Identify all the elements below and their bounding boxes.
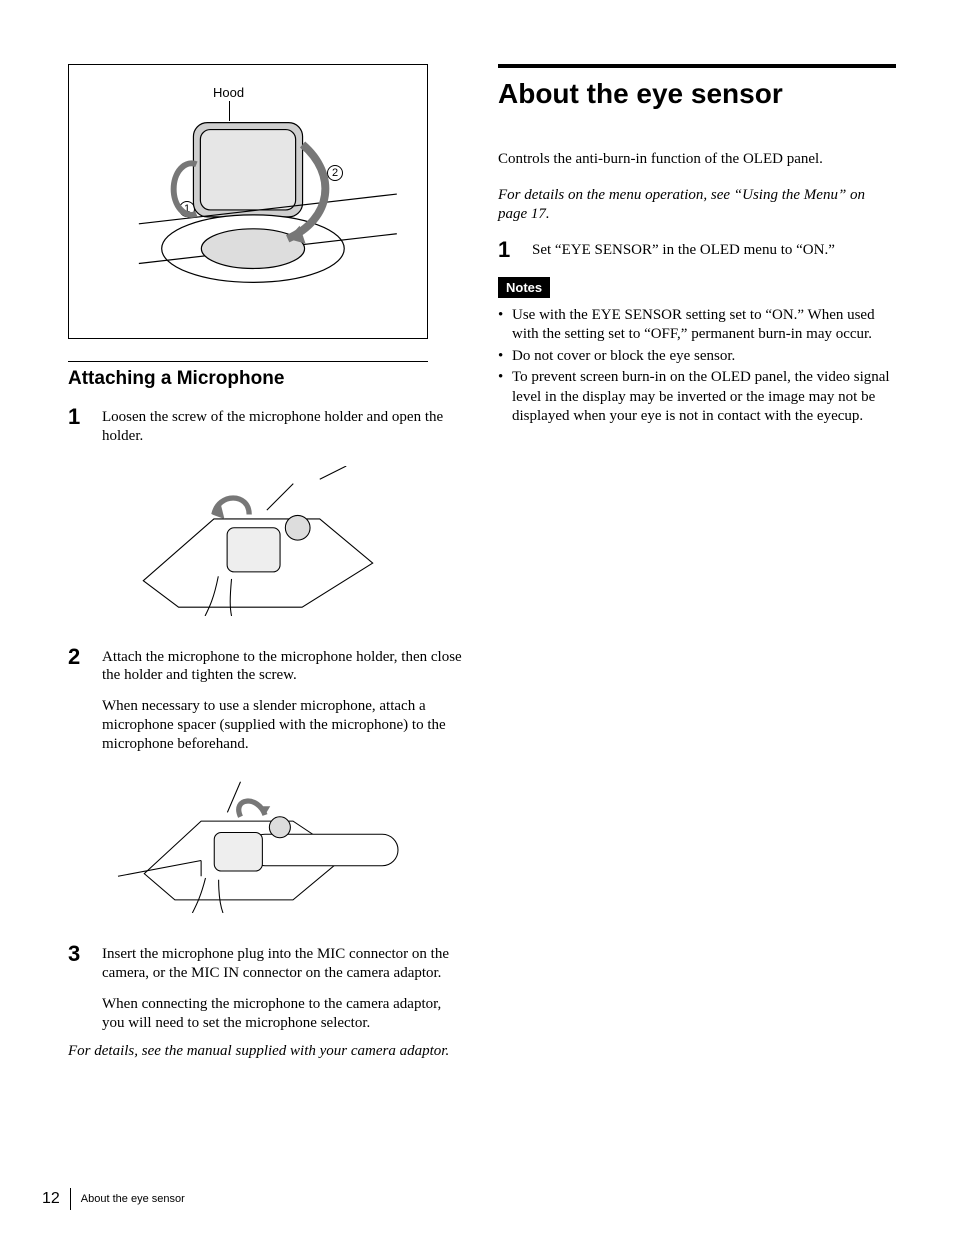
page-number: 12 bbox=[42, 1190, 60, 1208]
italic-reference-note: For details, see the manual supplied wit… bbox=[68, 1042, 466, 1061]
step-text: When connecting the microphone to the ca… bbox=[102, 995, 466, 1033]
mic-holder-open-illustration bbox=[108, 466, 408, 616]
step-body: Loosen the screw of the microphone holde… bbox=[102, 408, 466, 446]
step-body: Set “EYE SENSOR” in the OLED menu to “ON… bbox=[532, 241, 835, 260]
chapter-rule bbox=[498, 64, 896, 68]
figure-mic-attached bbox=[98, 763, 418, 923]
italic-reference: For details on the menu operation, see “… bbox=[498, 186, 896, 225]
step-number: 3 bbox=[68, 943, 86, 965]
step-text: Insert the microphone plug into the MIC … bbox=[102, 945, 466, 983]
footer-divider bbox=[70, 1188, 71, 1210]
chapter-title: About the eye sensor bbox=[498, 78, 896, 110]
note-item: Do not cover or block the eye sensor. bbox=[498, 347, 896, 367]
figure-hood: Hood 1 2 bbox=[68, 64, 428, 339]
step-3: 3 Insert the microphone plug into the MI… bbox=[68, 945, 466, 1032]
viewfinder-hood-illustration bbox=[79, 75, 417, 328]
section-heading-attaching-mic: Attaching a Microphone bbox=[68, 368, 466, 390]
intro-text: Controls the anti-burn-in function of th… bbox=[498, 150, 896, 170]
step-text: Attach the microphone to the microphone … bbox=[102, 648, 466, 686]
figure-mic-holder-open bbox=[98, 456, 418, 626]
step-number: 1 bbox=[68, 406, 86, 428]
notes-list: Use with the EYE SENSOR setting set to “… bbox=[498, 306, 896, 427]
step-number: 1 bbox=[498, 239, 516, 261]
left-column: Hood 1 2 bbox=[68, 64, 466, 1154]
footer-title: About the eye sensor bbox=[81, 1193, 185, 1205]
step-text: When necessary to use a slender micropho… bbox=[102, 697, 466, 753]
right-column: About the eye sensor Controls the anti-b… bbox=[498, 64, 896, 1154]
step-number: 2 bbox=[68, 646, 86, 668]
step-2: 2 Attach the microphone to the microphon… bbox=[68, 648, 466, 754]
two-column-layout: Hood 1 2 bbox=[68, 64, 896, 1154]
step-1: 1 Loosen the screw of the microphone hol… bbox=[68, 408, 466, 446]
note-item: Use with the EYE SENSOR setting set to “… bbox=[498, 306, 896, 345]
step-body: Attach the microphone to the microphone … bbox=[102, 648, 466, 754]
eye-sensor-step-1: 1 Set “EYE SENSOR” in the OLED menu to “… bbox=[498, 241, 896, 261]
manual-page: Hood 1 2 bbox=[0, 0, 954, 1244]
section-rule bbox=[68, 361, 428, 362]
page-footer: 12 About the eye sensor bbox=[42, 1188, 185, 1210]
step-text: Loosen the screw of the microphone holde… bbox=[102, 408, 466, 446]
step-body: Insert the microphone plug into the MIC … bbox=[102, 945, 466, 1032]
note-item: To prevent screen burn-in on the OLED pa… bbox=[498, 368, 896, 427]
mic-attached-illustration bbox=[108, 773, 408, 913]
notes-badge: Notes bbox=[498, 277, 550, 298]
step-text: Set “EYE SENSOR” in the OLED menu to “ON… bbox=[532, 241, 835, 260]
